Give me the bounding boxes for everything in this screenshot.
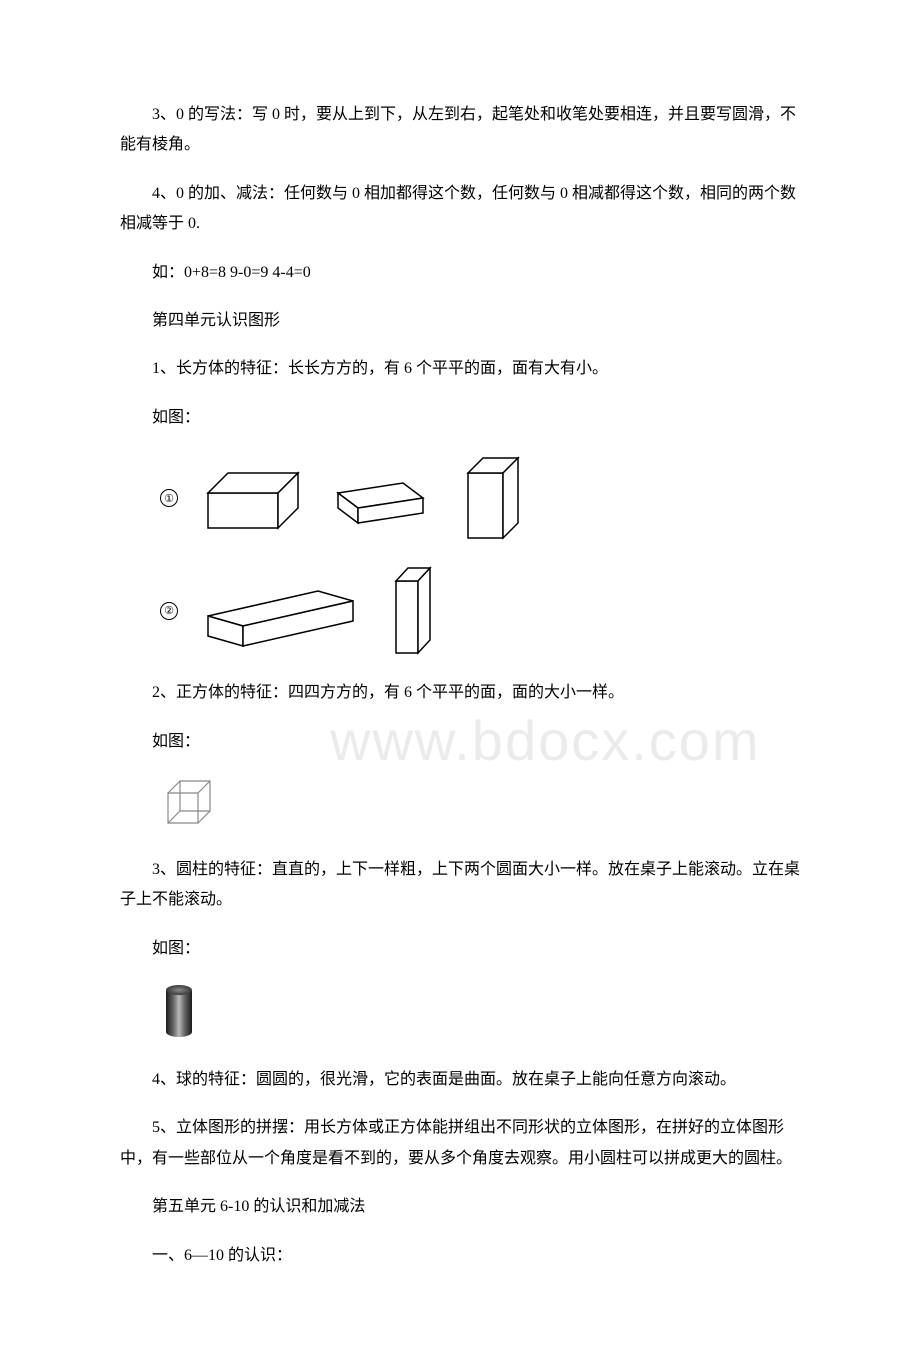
- cuboid-shape-3: [458, 453, 528, 543]
- paragraph-as-figure-3: 如图：: [120, 934, 800, 964]
- paragraph-unit4-title: 第四单元认识图形: [120, 306, 800, 336]
- cuboid-shape-5: [388, 563, 443, 658]
- paragraph-cube: 2、正方体的特征：四四方方的，有 6 个平平的面，面的大小一样。: [120, 678, 800, 708]
- paragraph-6-10-recognition: 一、6—10 的认识：: [120, 1241, 800, 1271]
- paragraph-as-figure-2: 如图：: [120, 727, 800, 757]
- cuboid-shape-1: [198, 463, 308, 533]
- paragraph-assembly: 5、立体图形的拼摆：用长方体或正方体能拼组出不同形状的立体图形，在拼好的立体图形…: [120, 1113, 800, 1174]
- paragraph-0-arithmetic: 4、0 的加、减法：任何数与 0 相加都得这个数，任何数与 0 相减都得这个数，…: [120, 179, 800, 240]
- paragraph-example-eq: 如：0+8=8 9-0=9 4-4=0: [120, 258, 800, 288]
- document-page: www.bdocx.com 3、0 的写法：写 0 时，要从上到下，从左到右，起…: [120, 100, 800, 1271]
- cylinder-shape: [160, 982, 800, 1045]
- paragraph-unit5-title: 第五单元 6-10 的认识和加减法: [120, 1192, 800, 1222]
- cuboid-row-1: ①: [160, 453, 800, 543]
- paragraph-as-figure-1: 如图：: [120, 403, 800, 433]
- paragraph-sphere: 4、球的特征：圆圆的，很光滑，它的表面是曲面。放在桌子上能向任意方向滚动。: [120, 1065, 800, 1095]
- label-circle-2: ②: [160, 602, 178, 620]
- cuboid-shape-4: [198, 571, 368, 651]
- paragraph-cuboid: 1、长方体的特征：长长方方的，有 6 个平平的面，面有大有小。: [120, 354, 800, 384]
- cuboid-row-2: ②: [160, 563, 800, 658]
- cuboid-shape-2: [328, 468, 438, 528]
- paragraph-0-writing: 3、0 的写法：写 0 时，要从上到下，从左到右，起笔处和收笔处要相连，并且要写…: [120, 100, 800, 161]
- paragraph-cylinder: 3、圆柱的特征：直直的，上下一样粗，上下两个圆面大小一样。放在桌子上能滚动。立在…: [120, 855, 800, 916]
- cube-wireframe: [160, 775, 800, 835]
- label-circle-1: ①: [160, 489, 178, 507]
